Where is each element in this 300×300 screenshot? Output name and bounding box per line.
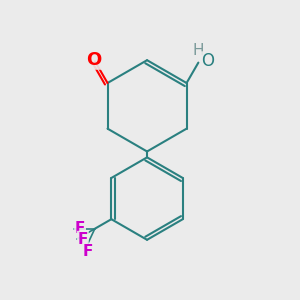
Text: O: O bbox=[86, 51, 101, 69]
Text: H: H bbox=[193, 43, 204, 58]
Text: O: O bbox=[201, 52, 214, 70]
Text: F: F bbox=[75, 221, 85, 236]
Text: F: F bbox=[82, 244, 93, 260]
Text: F: F bbox=[78, 232, 88, 247]
